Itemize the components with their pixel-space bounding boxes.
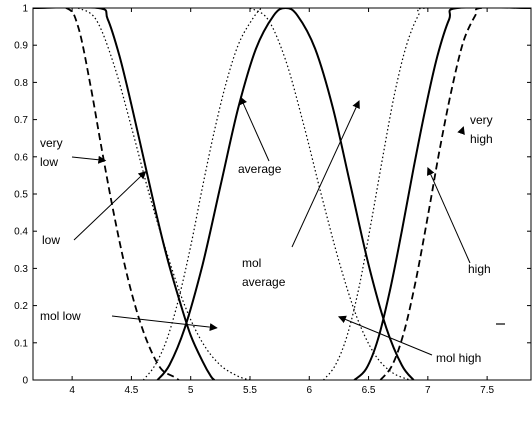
annotation-label: very [40, 136, 63, 150]
annotation-label: mol low [40, 309, 81, 323]
annotation-arrow [337, 315, 433, 356]
x-tick-label: 6.5 [362, 385, 376, 396]
annotation-label: low [42, 233, 60, 247]
annotation-label: average [242, 275, 286, 289]
x-tick-label: 4 [69, 385, 75, 396]
plot-frame [32, 7, 532, 381]
annotation-arrow [239, 96, 270, 162]
annotation-arrow [73, 170, 147, 241]
y-tick-label: 0.2 [14, 301, 28, 312]
y-tick-label: 1 [22, 4, 28, 15]
y-tick-label: 0.9 [14, 41, 28, 52]
series-low [33, 8, 216, 380]
annotation-arrow [291, 100, 360, 248]
y-tick-label: 0.6 [14, 152, 28, 163]
annotations: very low low mol low average mol average mol hi… [40, 96, 505, 365]
x-tick-label: 7 [425, 385, 431, 396]
series-very-high [379, 8, 531, 380]
annotation-arrow [111, 315, 218, 332]
y-tick-label: 0.1 [14, 338, 28, 349]
series-average [156, 8, 415, 380]
x-tick-label: 4.5 [124, 385, 138, 396]
series-high [353, 8, 531, 380]
axes-ticks: 4 4.5 5 5.5 6 6.5 7 7.5 0 0.1 0.2 0.3 0.4 0.5 0.6 0.7 0.… [14, 4, 531, 396]
annotation-label: mol [242, 256, 261, 270]
annotation-arrow [427, 167, 471, 264]
annotation-label: average [238, 162, 282, 176]
annotation-arrow [71, 155, 107, 164]
series-mol-low [77, 8, 251, 380]
y-tick-label: 0.4 [14, 227, 28, 238]
series-mol-low-rising [142, 8, 274, 380]
y-tick-label: 0.8 [14, 78, 28, 89]
x-tick-label: 7.5 [480, 385, 494, 396]
y-tick-label: 0.3 [14, 264, 28, 275]
annotation-arrow [457, 126, 465, 135]
series-very-low [33, 8, 180, 380]
x-tick-label: 6 [306, 385, 312, 396]
y-tick-label: 0.5 [14, 190, 28, 201]
annotation-label: very [470, 113, 493, 127]
annotation-label: high [468, 262, 491, 276]
series-mol-high [323, 8, 531, 380]
curves [33, 8, 531, 380]
annotation-label: low [40, 155, 58, 169]
y-tick-label: 0 [22, 376, 28, 387]
annotation-label: mol high [436, 351, 481, 365]
x-tick-label: 5 [188, 385, 194, 396]
y-tick-label: 0.7 [14, 115, 28, 126]
annotation-label: high [470, 132, 493, 146]
series-mol-average [249, 8, 411, 380]
x-tick-label: 5.5 [243, 385, 257, 396]
